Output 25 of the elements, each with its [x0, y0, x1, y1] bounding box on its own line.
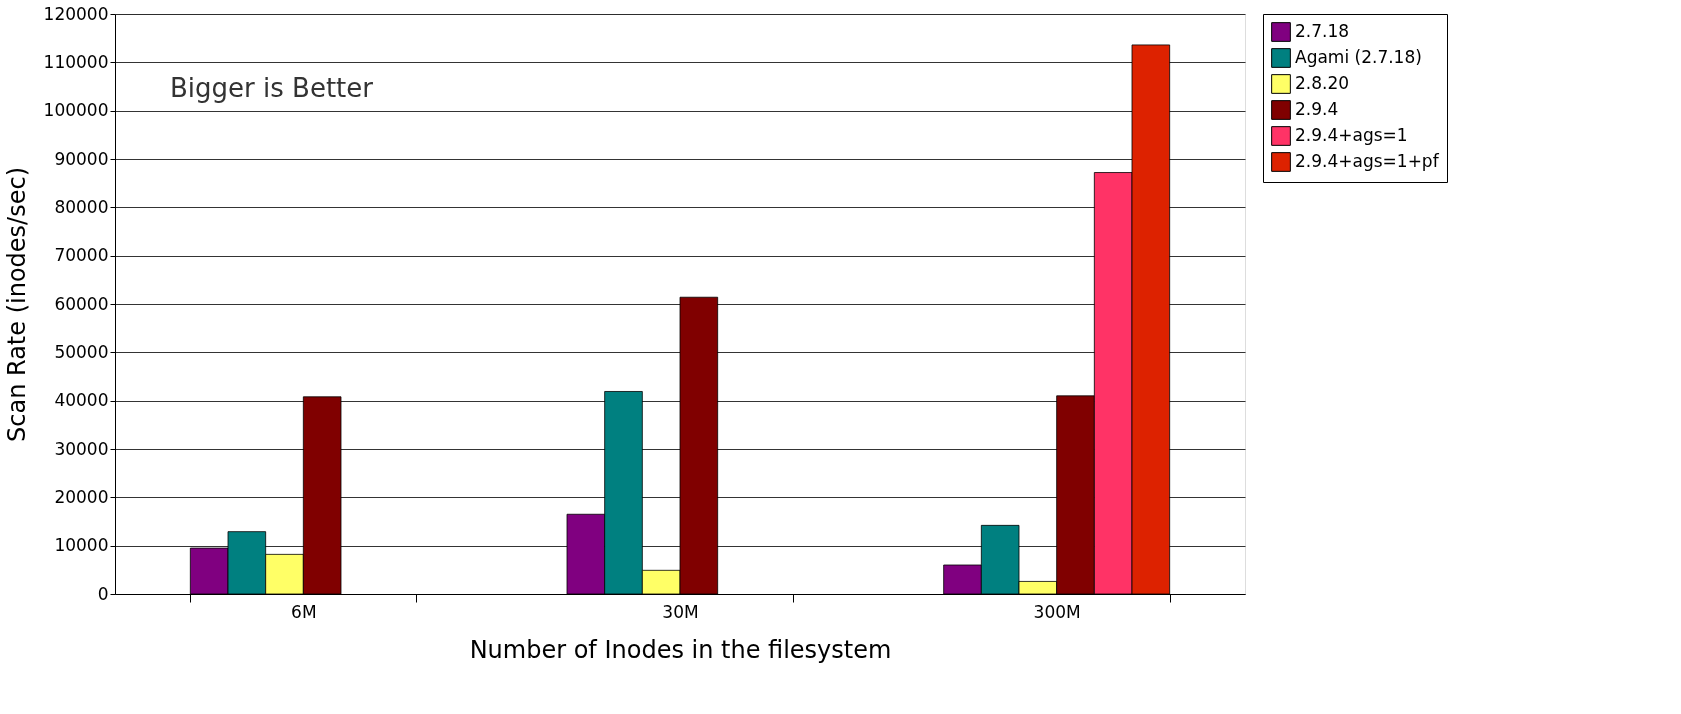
- legend-label: 2.8.20: [1295, 73, 1350, 93]
- y-tick-label: 0: [97, 583, 109, 604]
- y-tick-label: 70000: [54, 245, 109, 266]
- y-tick-label: 40000: [54, 390, 109, 411]
- legend-label: 2.9.4+ags=1+pf: [1295, 151, 1440, 171]
- y-tick-label: 10000: [54, 535, 109, 556]
- y-tick-label: 30000: [54, 438, 109, 459]
- x-tick-label: 300M: [1033, 601, 1081, 622]
- legend-label: 2.7.18: [1295, 21, 1350, 41]
- y-tick-label: 120000: [43, 3, 109, 24]
- y-tick-label: 20000: [54, 486, 109, 507]
- annotation: Bigger is Better: [170, 73, 374, 103]
- y-tick-label: 100000: [43, 100, 109, 121]
- y-axis-title: Scan Rate (inodes/sec): [2, 167, 31, 442]
- x-tick-label: 6M: [291, 601, 317, 622]
- legend-label: Agami (2.7.18): [1295, 47, 1422, 67]
- legend-label: 2.9.4: [1295, 99, 1339, 119]
- x-tick-label: 30M: [662, 601, 699, 622]
- y-tick-label: 90000: [54, 148, 109, 169]
- y-tick-label: 60000: [54, 293, 109, 314]
- y-tick-label: 110000: [43, 51, 109, 72]
- x-axis-title: Number of Inodes in the filesystem: [469, 635, 892, 664]
- y-tick-label: 50000: [54, 341, 109, 362]
- y-tick-label: 80000: [54, 196, 109, 217]
- legend-label: 2.9.4+ags=1: [1295, 125, 1408, 145]
